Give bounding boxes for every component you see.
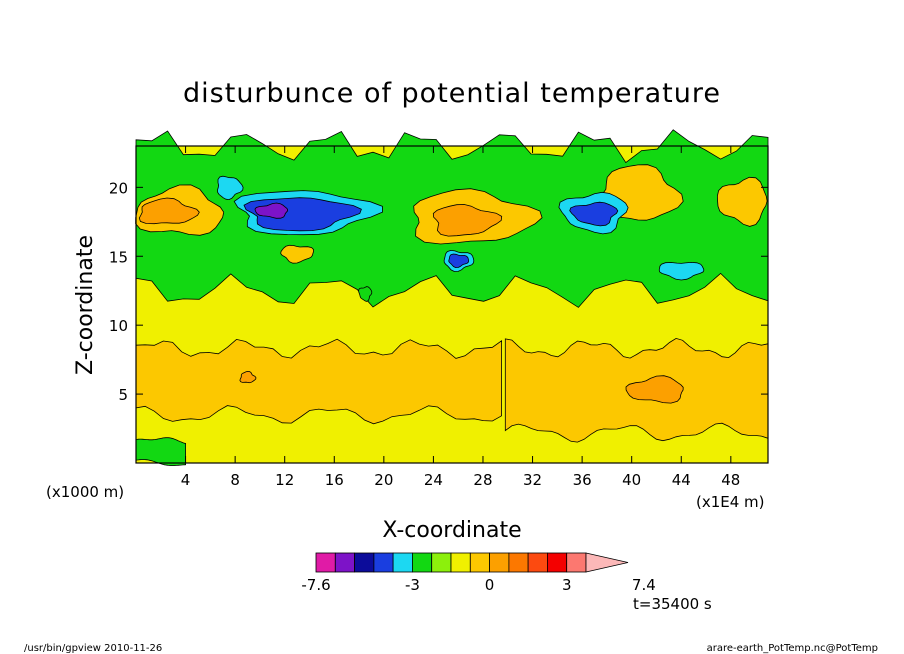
region-cold-top-west [217,175,244,201]
colorbar-label-2: 0 [485,576,495,594]
x-axis-ticks: 4 8 12 16 20 24 28 32 36 40 44 48 [181,146,740,489]
x-tick-label-40: 40 [622,471,641,489]
colorbar-cell-1 [334,552,355,573]
region-upper-warm-west-core [138,197,200,225]
contour-regions [135,129,769,466]
x-unit-right: (x1E4 m) [696,493,765,511]
colorbar-cell-0 [315,552,336,573]
colorbar-cell-7 [450,552,471,573]
colorbar-cell-9 [489,552,510,573]
y-axis-label: Z-coordinate [73,235,98,375]
region-cold-west-max [254,202,288,219]
y-tick-label-15: 15 [109,248,128,266]
x-tick-label-16: 16 [325,471,344,489]
colorbar: -7.6 -3 0 3 7.4 [301,552,656,594]
region-lower-left-negative [135,437,186,466]
x-tick-label-12: 12 [275,471,294,489]
x-tick-label-48: 48 [721,471,740,489]
region-upper-warm-far-east [716,176,768,227]
x-tick-label-44: 44 [672,471,691,489]
y-tick-label-5: 5 [118,386,128,404]
colorbar-label-0: -7.6 [301,576,330,594]
colorbar-cell-3 [373,552,394,573]
region-upper-warm-center-core [432,204,503,237]
region-warm-peak-east [625,375,684,404]
x-unit-left: (x1000 m) [46,483,124,501]
x-tick-label-4: 4 [181,471,191,489]
region-cold-east-core [569,201,619,227]
colorbar-cell-6 [431,552,452,573]
colorbar-label-4: 7.4 [632,576,656,594]
colorbar-cell-11 [527,552,548,573]
colorbar-cell-5 [411,552,433,573]
region-cold-center-core [448,253,470,269]
time-label: t=35400 s [633,595,712,613]
x-tick-label-36: 36 [573,471,592,489]
colorbar-cell-4 [392,552,413,573]
y-tick-label-20: 20 [109,179,128,197]
x-tick-label-20: 20 [374,471,393,489]
colorbar-cell-8 [469,552,490,573]
y-axis-ticks: 5 10 15 20 [109,179,768,404]
region-small-negative [358,286,373,302]
colorbar-cell-13 [566,552,587,573]
chart-title: disturbunce of potential temperature [183,78,721,109]
region-warm-spot-west [239,370,257,384]
region-cold-east-low [658,261,705,281]
colorbar-arrow [585,552,629,573]
region-mid-warm [280,244,314,264]
colorbar-cell-10 [508,552,529,573]
footer-right: arare-earth_PotTemp.nc@PotTemp [707,643,878,654]
x-axis-label: X-coordinate [382,518,521,543]
y-tick-label-10: 10 [109,317,128,335]
x-tick-label-28: 28 [473,471,492,489]
x-tick-label-8: 8 [230,471,240,489]
x-tick-label-32: 32 [523,471,542,489]
colorbar-label-3: 3 [562,576,572,594]
colorbar-label-1: -3 [405,576,420,594]
plot-frame [135,145,769,464]
x-tick-label-24: 24 [424,471,443,489]
colorbar-cell-12 [547,552,568,573]
colorbar-cell-2 [354,552,375,573]
region-lower-warm-west [135,338,502,425]
footer-left: /usr/bin/gpview 2010-11-26 [24,643,162,654]
